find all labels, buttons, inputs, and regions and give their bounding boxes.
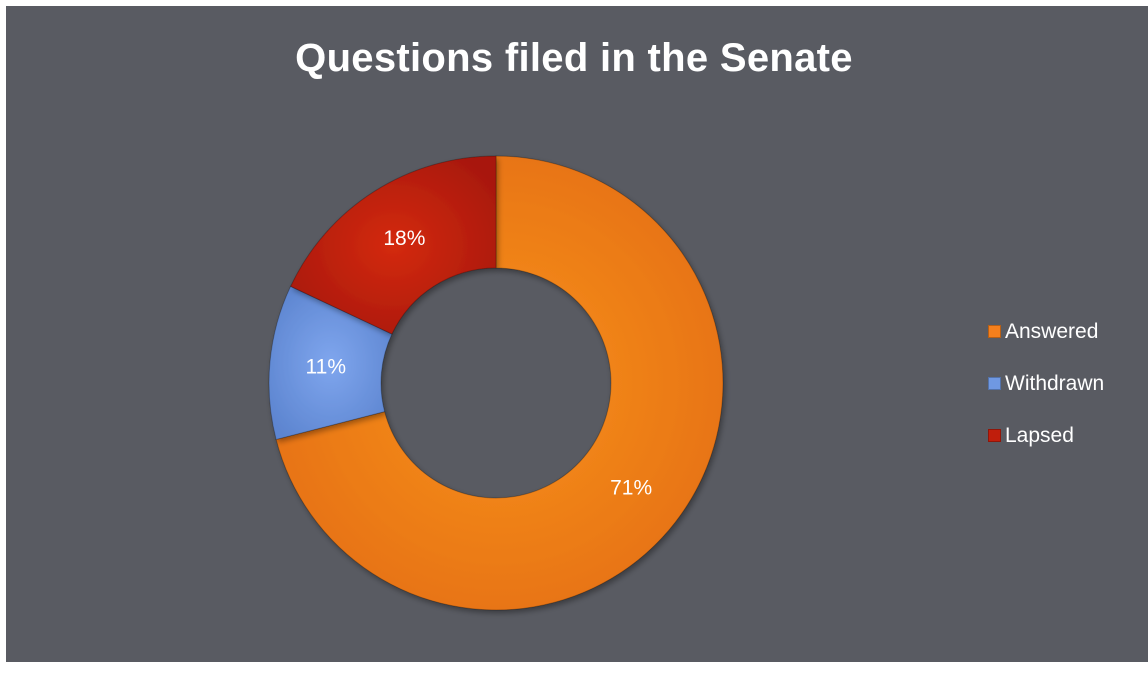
legend-swatch-answered (988, 325, 1001, 338)
legend-label-answered: Answered (1005, 319, 1099, 343)
legend-item-lapsed: Lapsed (988, 422, 1104, 449)
legend: Answered Withdrawn Lapsed (988, 318, 1104, 474)
donut-slice-answered (275, 155, 724, 611)
chart-title: Questions filed in the Senate (295, 36, 853, 80)
legend-swatch-withdrawn (988, 377, 1001, 390)
data-label-lapsed: 18% (383, 227, 425, 250)
data-label-withdrawn: 11% (306, 355, 346, 378)
donut-slices (268, 155, 724, 611)
legend-label-lapsed: Lapsed (1005, 423, 1074, 447)
legend-item-withdrawn: Withdrawn (988, 370, 1104, 397)
legend-swatch-lapsed (988, 429, 1001, 442)
donut-data-labels: 71% 11% 18% (306, 227, 653, 499)
donut-slice-lapsed (289, 155, 497, 335)
legend-item-answered: Answered (988, 318, 1104, 345)
legend-label-withdrawn: Withdrawn (1005, 371, 1105, 395)
data-label-answered: 71% (610, 476, 652, 499)
